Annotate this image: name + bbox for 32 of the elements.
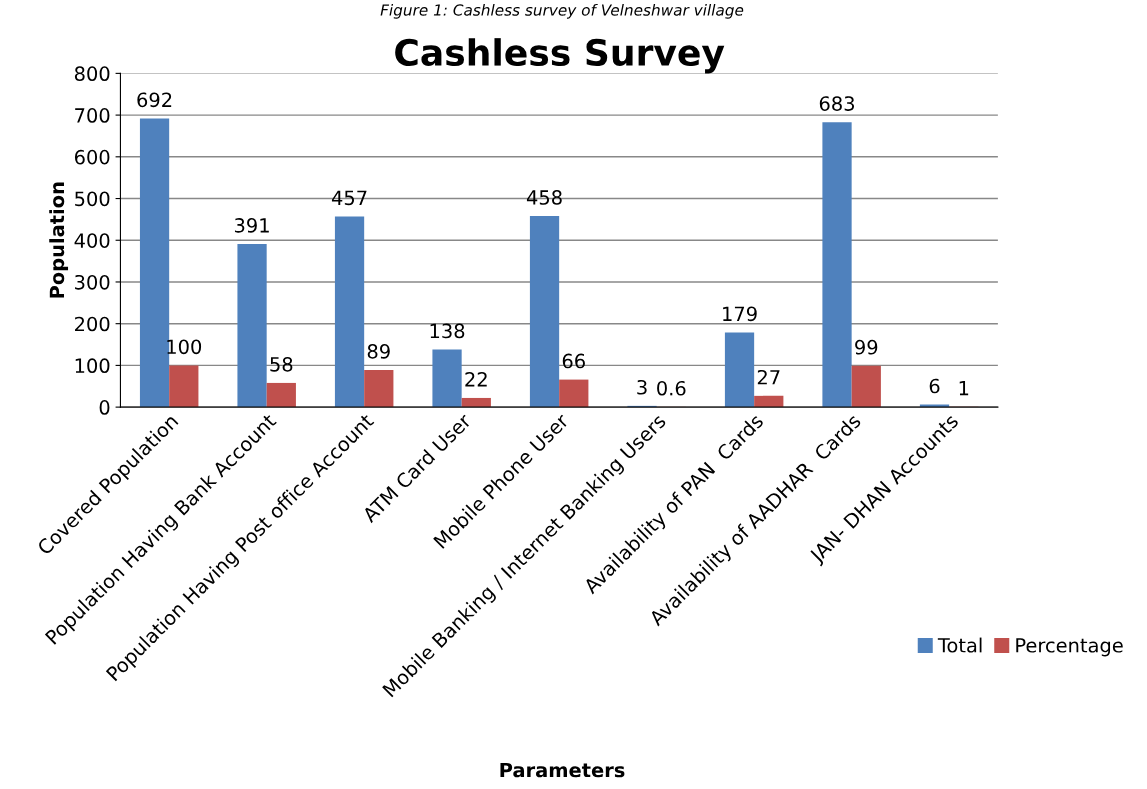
caption: Figure 1: Cashless survey of Velneshwar village [380, 3, 744, 19]
data-label: 179 [723, 306, 757, 322]
data-label: 692 [137, 92, 172, 108]
data-label: 1 [959, 380, 969, 396]
y-tick-label: 500 [75, 191, 110, 207]
data-label: 138 [430, 323, 465, 339]
data-label: 22 [465, 371, 487, 387]
data-label: 391 [234, 218, 269, 233]
y-tick-label: 300 [75, 274, 110, 290]
legend-label: Total [937, 637, 982, 653]
data-label: 0.6 [657, 380, 686, 396]
legend-label: Percentage [1016, 638, 1123, 657]
x-axis-title: Parameters [500, 762, 625, 778]
data-label: 99 [855, 339, 878, 355]
y-tick-label: 600 [74, 149, 110, 165]
data-label: 58 [270, 356, 293, 372]
chart-title: Cashless Survey [395, 38, 725, 74]
data-label: 89 [367, 344, 390, 359]
y-axis-title: Population [49, 182, 69, 298]
data-label: 6 [929, 378, 940, 394]
data-label: 683 [819, 96, 855, 111]
y-tick-label: 0 [99, 400, 110, 415]
y-tick-label: 200 [75, 316, 110, 332]
data-label: 66 [562, 353, 585, 369]
data-label: 3 [637, 379, 647, 395]
y-tick-label: 400 [74, 233, 110, 248]
y-tick-label: 700 [75, 108, 110, 123]
data-label: 458 [526, 190, 562, 205]
y-tick-label: 100 [75, 358, 110, 374]
y-tick-label: 800 [74, 66, 110, 82]
data-label: 457 [331, 190, 367, 206]
data-label: 27 [757, 369, 780, 385]
